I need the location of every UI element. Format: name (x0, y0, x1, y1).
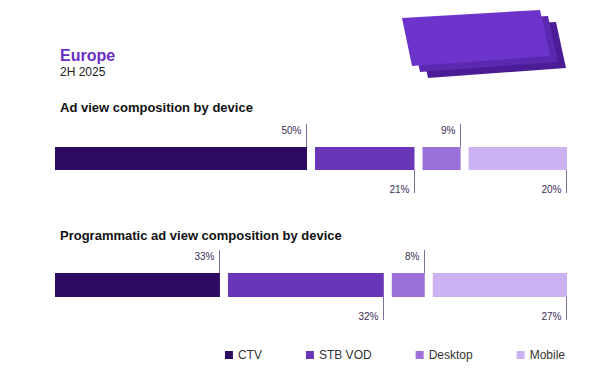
svg-text:33%: 33% (194, 251, 214, 262)
svg-text:2H 2025: 2H 2025 (60, 65, 106, 79)
svg-text:Ad view composition by device: Ad view composition by device (60, 100, 253, 115)
svg-text:50%: 50% (281, 125, 301, 136)
svg-text:32%: 32% (358, 311, 378, 322)
svg-text:CTV: CTV (238, 348, 262, 362)
svg-text:Desktop: Desktop (429, 348, 473, 362)
svg-text:9%: 9% (441, 125, 456, 136)
svg-text:20%: 20% (541, 184, 561, 195)
svg-text:Europe: Europe (60, 47, 115, 64)
svg-text:8%: 8% (405, 251, 420, 262)
svg-text:Programmatic ad view compositi: Programmatic ad view composition by devi… (60, 228, 342, 243)
svg-text:STB VOD: STB VOD (319, 348, 372, 362)
svg-text:Mobile: Mobile (530, 348, 566, 362)
svg-text:21%: 21% (389, 184, 409, 195)
svg-text:27%: 27% (541, 311, 561, 322)
